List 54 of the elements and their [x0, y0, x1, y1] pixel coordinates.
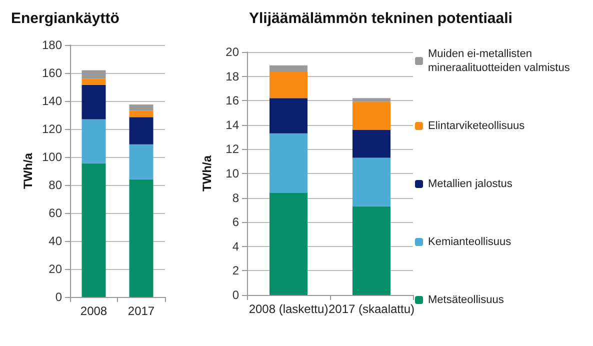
y-tick-label: 0: [55, 290, 62, 304]
y-tick-label: 18: [226, 69, 240, 84]
bar: [270, 71, 308, 98]
y-axis-title: TWh/a: [200, 155, 214, 192]
bar: [270, 65, 308, 72]
bar: [270, 133, 308, 193]
bar: [129, 179, 154, 297]
y-tick-label: 80: [48, 178, 62, 192]
y-tick-label: 14: [226, 118, 240, 132]
bar: [129, 144, 154, 180]
bar: [352, 130, 390, 158]
x-tick-label: 2017: [128, 304, 155, 318]
y-tick-label: 60: [48, 206, 62, 220]
y-tick-label: 2: [232, 264, 240, 278]
chart-title: Energiankäyttö: [11, 10, 120, 27]
y-tick-label: 100: [42, 150, 62, 164]
bar: [270, 98, 308, 134]
x-tick-label: 2008 (laskettu): [248, 302, 328, 316]
y-tick-label: 10: [226, 166, 240, 180]
legend-label: Muiden ei-metallisten mineraalituotteiden valmistus: [428, 48, 570, 74]
chart-title: Ylijäämälämmön tekninen potentiaali: [249, 10, 512, 27]
y-tick-label: 160: [42, 66, 62, 80]
x-tick-label: 2017 (skaalattu): [328, 302, 415, 316]
bar: [129, 104, 154, 111]
y-tick-label: 0: [232, 288, 240, 302]
y-tick-label: 40: [48, 234, 62, 248]
bar: [82, 163, 106, 297]
y-tick-label: 8: [232, 190, 240, 205]
y-tick-label: 20: [48, 262, 62, 276]
y-tick-label: 120: [42, 122, 62, 136]
legend-label: Metallien jalostus: [428, 178, 513, 190]
legend-label: Kemianteollisuus: [428, 236, 512, 248]
legend-label: Metsäteollisuus: [428, 294, 504, 306]
bar: [129, 117, 154, 144]
legend-label: Elintarviketeollisuus: [428, 120, 526, 132]
bar: [82, 84, 106, 120]
x-tick-label: 2008: [80, 304, 108, 318]
y-tick-label: 6: [232, 215, 240, 230]
y-tick-label: 180: [42, 38, 62, 52]
y-tick-label: 20: [226, 45, 240, 59]
bar: [82, 119, 106, 164]
y-tick-label: 4: [232, 239, 240, 254]
bar: [352, 98, 390, 102]
bar: [270, 192, 308, 295]
bar: [129, 110, 154, 118]
bar: [82, 78, 106, 85]
bar: [352, 102, 390, 130]
bar: [82, 70, 106, 79]
y-tick-label: 140: [42, 94, 62, 108]
y-tick-label: 12: [226, 142, 240, 156]
y-axis-title: TWh/a: [21, 152, 35, 189]
y-tick-label: 16: [226, 94, 240, 108]
bar: [352, 158, 390, 206]
bar: [352, 206, 390, 295]
